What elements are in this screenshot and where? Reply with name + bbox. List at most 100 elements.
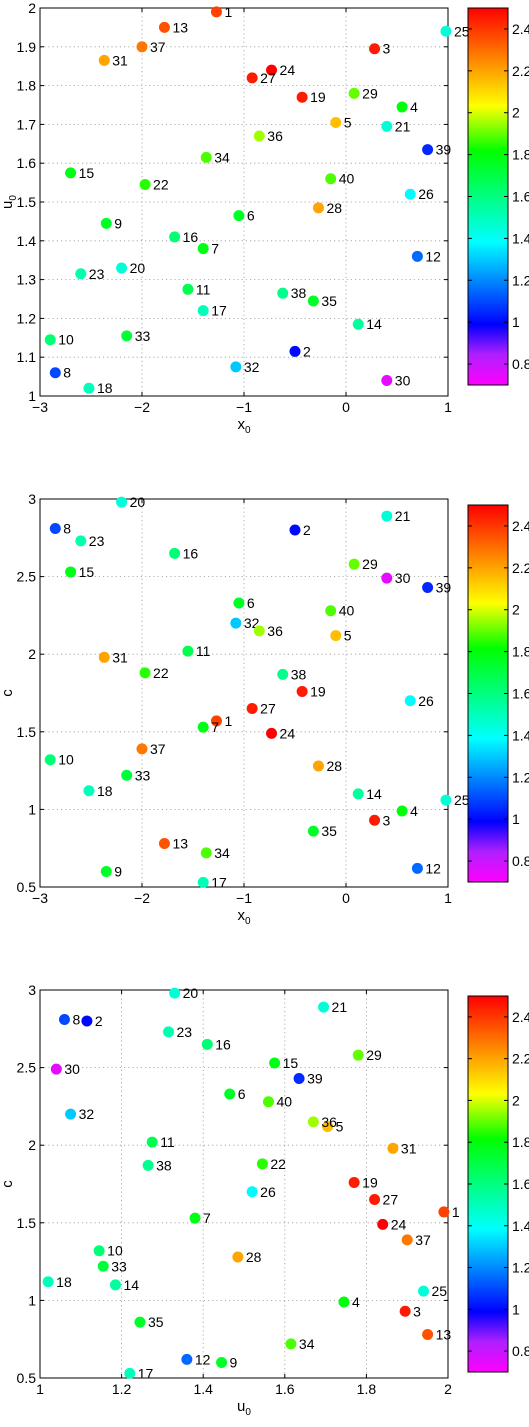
data-point-31: [387, 1142, 399, 1154]
colorbar-tick-label: 2.2: [512, 63, 529, 79]
data-point-26: [246, 1186, 258, 1198]
data-point-27: [369, 1194, 381, 1206]
point-label-12: 12: [195, 1351, 211, 1367]
point-label-40: 40: [339, 171, 355, 187]
point-label-25: 25: [454, 792, 470, 808]
colorbar-tick-label: 0.8: [512, 1343, 529, 1359]
point-label-7: 7: [211, 241, 219, 257]
point-label-14: 14: [366, 316, 382, 332]
data-point-36: [253, 625, 265, 637]
y-tick-label: 1: [28, 388, 36, 404]
point-label-33: 33: [111, 1258, 127, 1274]
point-label-34: 34: [299, 1336, 315, 1352]
point-label-33: 33: [135, 328, 151, 344]
data-point-37: [136, 743, 148, 755]
point-label-32: 32: [244, 359, 260, 375]
data-point-6: [233, 597, 245, 609]
y-tick-label: 1.9: [17, 39, 37, 55]
axes-frame: [39, 989, 449, 1379]
y-tick-label: 2.5: [17, 1060, 37, 1076]
x-tick-label: −3: [32, 399, 48, 415]
point-label-3: 3: [413, 1303, 421, 1319]
point-label-30: 30: [395, 372, 411, 388]
point-label-9: 9: [114, 863, 122, 879]
point-label-21: 21: [395, 118, 411, 134]
data-point-34: [200, 847, 212, 859]
point-label-36: 36: [321, 1114, 337, 1130]
data-point-4: [396, 805, 408, 817]
point-label-15: 15: [283, 1055, 299, 1071]
scatter-panel-2: −3 −2 −1 0 10.511.522.53x0c12345678910111213…: [0, 491, 529, 927]
point-label-14: 14: [123, 1277, 139, 1293]
colorbar-tick-label: 1.4: [512, 727, 529, 743]
y-tick-label: 2: [28, 1137, 36, 1153]
point-label-19: 19: [310, 683, 326, 699]
data-point-22: [256, 1158, 268, 1170]
data-point-31: [98, 54, 110, 66]
point-label-24: 24: [280, 725, 296, 741]
data-point-20: [116, 496, 128, 508]
point-label-5: 5: [344, 114, 352, 130]
point-label-16: 16: [215, 1036, 231, 1052]
data-point-35: [134, 1316, 146, 1328]
point-label-20: 20: [130, 260, 146, 276]
colorbar: 0.8 1 1.2 1.4 1.6 1.8 2 2.2 2.4: [467, 504, 529, 883]
data-point-1: [210, 6, 222, 18]
x-tick-label: 2: [444, 1381, 452, 1397]
point-label-27: 27: [383, 1192, 399, 1208]
point-label-31: 31: [112, 649, 128, 665]
point-label-33: 33: [135, 767, 151, 783]
colorbar-tick-label: 1.6: [512, 686, 529, 702]
data-point-20: [169, 987, 181, 999]
data-point-23: [75, 268, 87, 280]
colorbar-tick-label: 1.2: [512, 272, 529, 288]
colorbar-tick-label: 1: [512, 811, 520, 827]
point-label-38: 38: [156, 1157, 172, 1173]
point-label-27: 27: [260, 70, 276, 86]
data-point-33: [121, 330, 133, 342]
colorbar-tick-label: 1.6: [512, 189, 529, 205]
y-axis-label: c: [0, 1180, 16, 1188]
data-point-24: [266, 64, 278, 76]
data-point-39: [422, 144, 434, 156]
data-point-12: [411, 862, 423, 874]
point-label-38: 38: [291, 666, 307, 682]
point-label-17: 17: [211, 303, 227, 319]
point-label-28: 28: [246, 1249, 262, 1265]
data-point-13: [422, 1329, 434, 1341]
y-tick-label: 1.5: [17, 724, 37, 740]
colorbar-tick-label: 2.4: [512, 21, 529, 37]
point-label-16: 16: [183, 545, 199, 561]
data-point-22: [139, 179, 151, 191]
scatter-panel-1: −3 −2 −1 0 111.11.21.31.41.51.61.71.81.92x0u…: [0, 0, 529, 436]
point-label-40: 40: [339, 603, 355, 619]
data-point-2: [289, 345, 301, 357]
point-label-13: 13: [172, 19, 188, 35]
point-label-37: 37: [150, 39, 166, 55]
colorbar-tick-label: 2.4: [512, 518, 529, 534]
data-point-18: [83, 785, 95, 797]
data-point-20: [116, 262, 128, 274]
point-label-19: 19: [310, 89, 326, 105]
point-label-34: 34: [214, 845, 230, 861]
colorbar-tick-label: 2: [512, 1092, 520, 1108]
y-tick-label: 1.8: [17, 78, 37, 94]
colorbar-gradient: [468, 505, 508, 882]
y-tick-label: 1.6: [17, 155, 37, 171]
data-point-7: [189, 1212, 201, 1224]
point-label-16: 16: [183, 229, 199, 245]
data-point-15: [65, 566, 77, 578]
point-label-37: 37: [150, 741, 166, 757]
data-point-23: [163, 1026, 175, 1038]
data-point-33: [121, 769, 133, 781]
point-label-9: 9: [114, 215, 122, 231]
point-label-1: 1: [224, 4, 232, 20]
data-point-19: [296, 685, 308, 697]
point-label-23: 23: [89, 266, 105, 282]
data-point-38: [277, 668, 289, 680]
colorbar-gradient: [468, 8, 508, 385]
data-point-6: [224, 1088, 236, 1100]
data-point-8: [49, 367, 61, 379]
data-point-7: [197, 243, 209, 255]
